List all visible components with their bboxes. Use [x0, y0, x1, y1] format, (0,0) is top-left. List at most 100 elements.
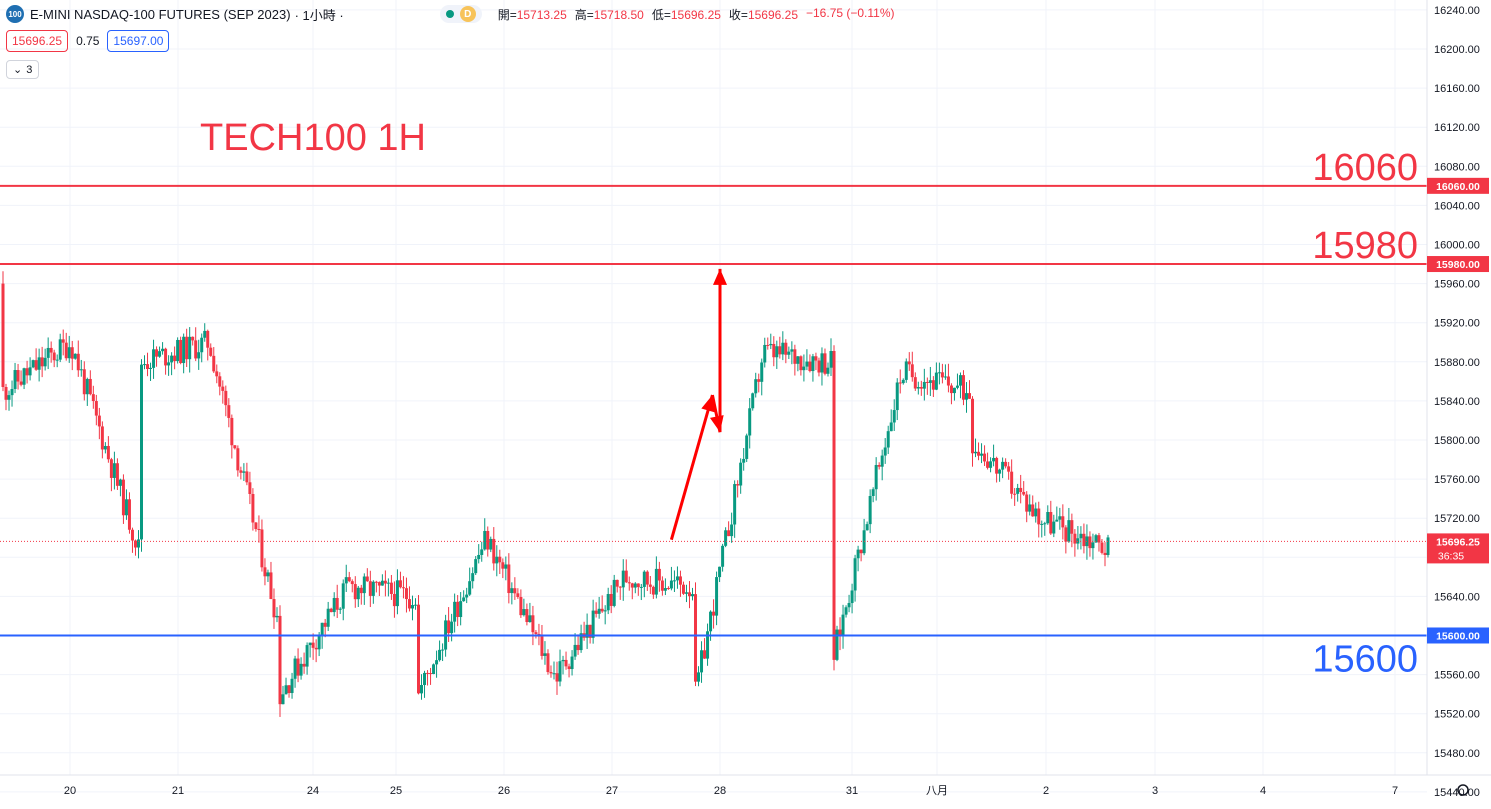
candle-body: [260, 529, 264, 568]
candle-body: [555, 673, 559, 682]
arrow-head-icon: [713, 268, 727, 285]
candle-body: [185, 336, 189, 360]
candle-body: [790, 349, 794, 352]
candle-body: [675, 576, 679, 581]
candle-body: [31, 360, 35, 368]
candle-body: [561, 659, 565, 662]
candle-body: [215, 371, 219, 377]
interval-label[interactable]: · 1小時 ·: [294, 7, 344, 23]
candle-body: [603, 610, 607, 612]
candle-body: [224, 390, 228, 406]
indicators-toggle-button[interactable]: ⌄ 3: [6, 60, 40, 79]
candle-body: [1052, 521, 1056, 534]
last-price-tag: [1427, 533, 1489, 564]
candle-body: [275, 615, 279, 618]
candle-body: [483, 530, 487, 550]
candle-body: [974, 451, 978, 454]
candle-body: [516, 593, 520, 597]
candle-body: [1106, 537, 1110, 556]
candle-body: [1034, 508, 1038, 517]
candle-body: [859, 549, 863, 554]
candle-body: [1064, 527, 1068, 542]
candle-body: [377, 582, 381, 586]
candle-body: [657, 568, 661, 581]
candle-body: [152, 349, 156, 368]
candle-body: [895, 382, 899, 411]
axis-level-tag-text: 15980.00: [1436, 259, 1480, 271]
candle-body: [19, 381, 23, 385]
y-tick-label: 16080.00: [1434, 161, 1480, 173]
candle-body: [164, 348, 168, 366]
candle-body: [486, 530, 490, 550]
candle-body: [904, 361, 908, 380]
candle-body: [811, 356, 815, 372]
candle-body: [182, 336, 186, 364]
candle-body: [618, 586, 622, 588]
candle-body: [742, 458, 746, 463]
candle-body: [410, 605, 414, 609]
indicators-count: 3: [26, 63, 33, 76]
x-tick-label: 26: [498, 785, 510, 797]
candle-body: [1082, 533, 1086, 547]
candle-body: [949, 385, 953, 394]
candle-body: [549, 672, 553, 674]
candle-body: [58, 339, 62, 360]
candle-body: [176, 339, 180, 362]
candle-body: [133, 540, 137, 548]
candle-body: [136, 539, 140, 548]
candle-body: [660, 580, 664, 591]
symbol-title[interactable]: E-MINI NASDAQ-100 FUTURES (SEP 2023): [30, 6, 291, 22]
candle-body: [230, 417, 234, 446]
candle-body: [1031, 504, 1035, 517]
candle-body: [121, 479, 125, 516]
candle-body: [1028, 504, 1032, 512]
candle-body: [889, 422, 893, 432]
candle-body: [597, 608, 601, 614]
market-status[interactable]: D: [439, 5, 482, 23]
candle-body: [793, 349, 797, 364]
candle-body: [712, 611, 716, 616]
candle-body: [299, 663, 303, 676]
candle-body: [907, 361, 911, 365]
candle-body: [940, 372, 944, 378]
candle-body: [438, 649, 442, 661]
open-label: 開=: [497, 7, 517, 22]
candle-body: [359, 587, 363, 594]
candle-body: [528, 615, 532, 623]
candle-body: [865, 524, 869, 531]
x-tick-label: 7: [1392, 785, 1398, 797]
candle-body: [748, 408, 752, 436]
candle-body: [901, 379, 905, 384]
candle-body: [1001, 461, 1005, 470]
candle-body: [1067, 520, 1071, 542]
candle-body: [519, 596, 523, 616]
candle-body: [212, 355, 216, 372]
buy-button[interactable]: 15697.00: [107, 30, 170, 52]
candle-body: [218, 376, 222, 387]
delayed-data-badge: D: [459, 6, 476, 22]
candle-body: [1088, 536, 1092, 549]
candle-body: [648, 584, 652, 587]
settings-gear-icon[interactable]: [1457, 784, 1469, 796]
candle-body: [308, 642, 312, 646]
candle-body: [558, 661, 562, 682]
sell-button[interactable]: 15696.25: [6, 30, 69, 52]
candle-body: [471, 573, 475, 582]
candle-body: [34, 360, 38, 370]
candle-body: [332, 597, 336, 613]
chart-header: 100 E-MINI NASDAQ-100 FUTURES (SEP 2023)…: [6, 4, 895, 24]
candle-body: [681, 584, 685, 594]
x-tick-label: 八月: [926, 785, 948, 797]
candle-body: [892, 410, 896, 423]
candle-body: [986, 461, 990, 468]
candle-body: [736, 484, 740, 486]
y-tick-label: 15880.00: [1434, 357, 1480, 369]
change-value: −16.75 (−0.11%): [806, 5, 895, 20]
candle-body: [850, 590, 854, 604]
candle-body: [501, 562, 505, 569]
candle-body: [197, 352, 201, 359]
candle-body: [124, 499, 128, 516]
candle-body: [591, 610, 595, 638]
candle-body: [1073, 533, 1077, 544]
